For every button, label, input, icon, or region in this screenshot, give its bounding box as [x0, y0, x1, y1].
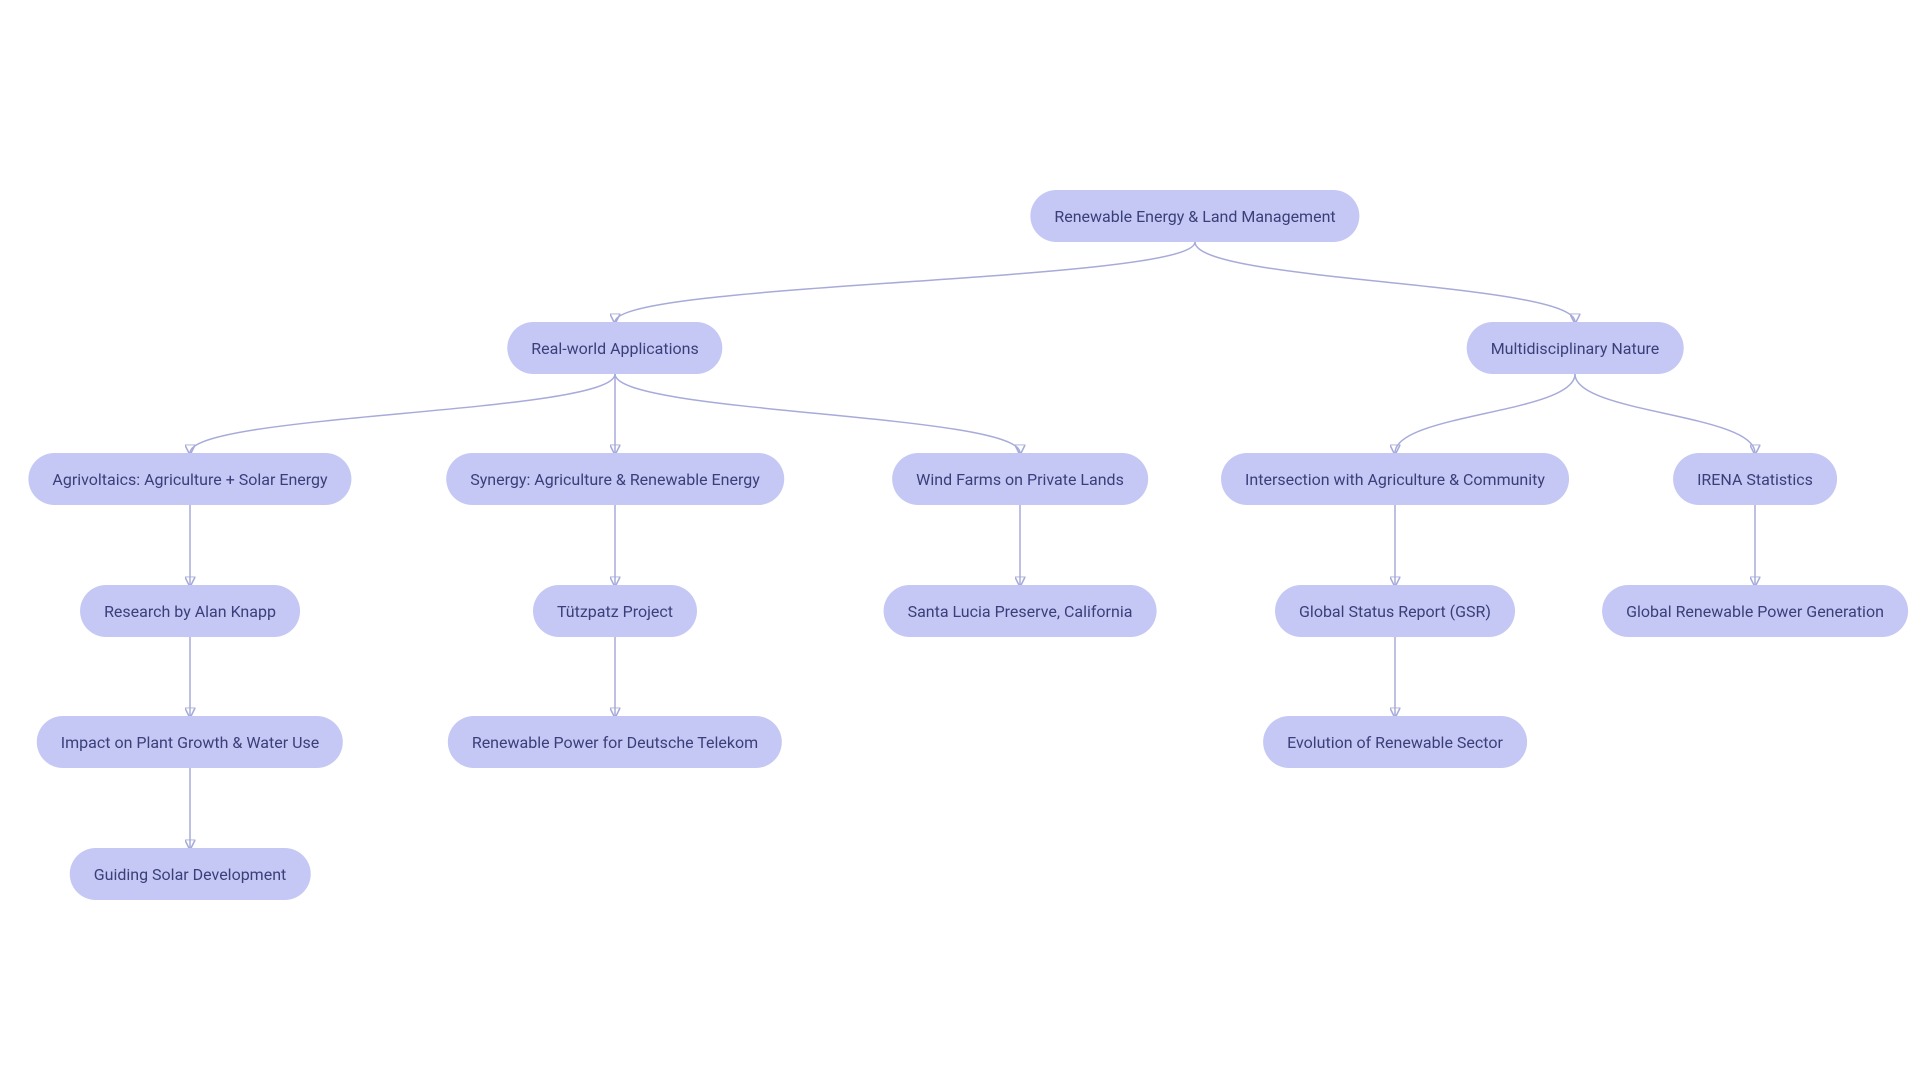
node-label: Tützpatz Project	[557, 602, 673, 621]
node-root: Renewable Energy & Land Management	[1030, 190, 1359, 242]
node-label: Renewable Power for Deutsche Telekom	[472, 733, 758, 752]
edges-layer	[0, 0, 1920, 1080]
node-intersect: Intersection with Agriculture & Communit…	[1221, 453, 1569, 505]
node-label: Guiding Solar Development	[94, 865, 287, 884]
node-guiding: Guiding Solar Development	[70, 848, 311, 900]
node-label: Global Status Report (GSR)	[1299, 602, 1491, 621]
node-global: Global Renewable Power Generation	[1602, 585, 1908, 637]
node-synergy: Synergy: Agriculture & Renewable Energy	[446, 453, 784, 505]
node-deutsche: Renewable Power for Deutsche Telekom	[448, 716, 782, 768]
edge-root-multi	[1195, 242, 1575, 322]
node-label: Santa Lucia Preserve, California	[908, 602, 1133, 621]
node-santa: Santa Lucia Preserve, California	[884, 585, 1157, 637]
edge-rwa-wind	[615, 374, 1020, 453]
node-tutz: Tützpatz Project	[533, 585, 697, 637]
edge-multi-intersect	[1395, 374, 1575, 453]
node-label: Evolution of Renewable Sector	[1287, 733, 1503, 752]
node-irena: IRENA Statistics	[1673, 453, 1837, 505]
node-label: Real-world Applications	[531, 339, 698, 358]
node-label: Synergy: Agriculture & Renewable Energy	[470, 470, 760, 489]
node-multi: Multidisciplinary Nature	[1467, 322, 1684, 374]
node-label: Agrivoltaics: Agriculture + Solar Energy	[52, 470, 327, 489]
node-label: Multidisciplinary Nature	[1491, 339, 1660, 358]
diagram-canvas: Renewable Energy & Land Management Real-w…	[0, 0, 1920, 1080]
node-gsr: Global Status Report (GSR)	[1275, 585, 1515, 637]
node-label: Wind Farms on Private Lands	[916, 470, 1124, 489]
node-label: IRENA Statistics	[1697, 470, 1813, 489]
edge-rwa-agri	[190, 374, 615, 453]
node-label: Intersection with Agriculture & Communit…	[1245, 470, 1545, 489]
node-knapp: Research by Alan Knapp	[80, 585, 300, 637]
node-label: Impact on Plant Growth & Water Use	[61, 733, 319, 752]
node-evolution: Evolution of Renewable Sector	[1263, 716, 1527, 768]
node-label: Renewable Energy & Land Management	[1054, 207, 1335, 226]
node-agri: Agrivoltaics: Agriculture + Solar Energy	[28, 453, 351, 505]
node-label: Research by Alan Knapp	[104, 602, 276, 621]
node-label: Global Renewable Power Generation	[1626, 602, 1884, 621]
node-impact: Impact on Plant Growth & Water Use	[37, 716, 343, 768]
edge-multi-irena	[1575, 374, 1755, 453]
node-wind: Wind Farms on Private Lands	[892, 453, 1148, 505]
edge-root-rwa	[615, 242, 1195, 322]
node-rwa: Real-world Applications	[507, 322, 722, 374]
